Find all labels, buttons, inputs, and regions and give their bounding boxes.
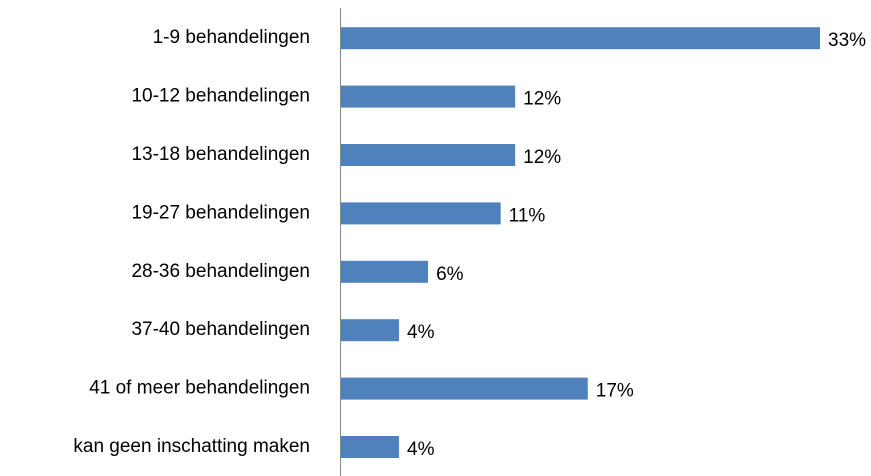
bar — [341, 319, 400, 342]
bar — [341, 436, 400, 458]
value-label: 33% — [828, 30, 866, 51]
category-label: 13-18 behandelingen — [131, 144, 310, 165]
bar — [341, 85, 516, 108]
category-label: 37-40 behandelingen — [131, 319, 310, 340]
bar — [341, 27, 820, 50]
bar — [341, 202, 501, 225]
value-label: 6% — [436, 264, 464, 285]
category-label: 28-36 behandelingen — [131, 261, 310, 282]
bar — [341, 260, 429, 283]
bar — [341, 377, 588, 400]
category-label: 19-27 behandelingen — [131, 202, 310, 223]
category-label: 10-12 behandelingen — [131, 86, 310, 107]
value-label: 4% — [407, 439, 435, 460]
category-label: 1-9 behandelingen — [153, 27, 310, 48]
value-label: 11% — [509, 205, 546, 226]
value-label: 17% — [596, 381, 634, 402]
category-label: 41 of meer behandelingen — [89, 378, 310, 399]
value-label: 4% — [407, 322, 435, 343]
value-label: 12% — [523, 89, 561, 110]
value-label: 12% — [523, 147, 561, 168]
category-label: kan geen inschatting maken — [73, 436, 310, 457]
bar — [341, 144, 516, 166]
